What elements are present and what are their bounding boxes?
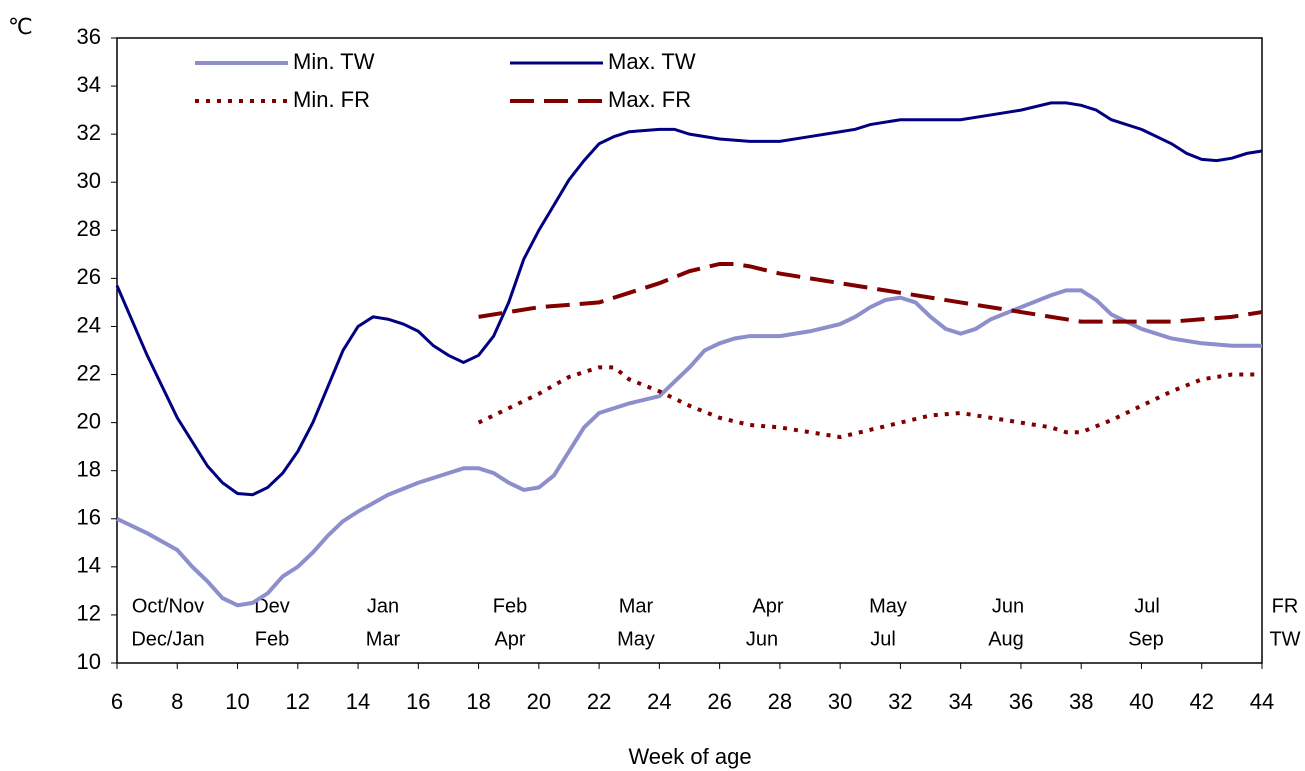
month-label: Jan [367,595,399,617]
x-tick-label: 12 [286,689,310,714]
x-tick-label: 14 [346,689,370,714]
x-tick-label: 6 [111,689,123,714]
y-axis-label: ℃ [8,14,33,39]
x-tick-label: 26 [707,689,731,714]
x-tick-label: 34 [948,689,972,714]
y-tick-label: 18 [77,457,101,482]
legend-label: Max. TW [608,49,696,74]
y-tick-label: 20 [77,408,101,433]
legend-label: Min. TW [293,49,375,74]
legend-label: Min. FR [293,87,370,112]
month-label: May [617,628,655,650]
month-label: FR [1272,595,1299,617]
x-tick-label: 42 [1189,689,1213,714]
x-tick-label: 32 [888,689,912,714]
month-label: Apr [494,628,525,650]
y-tick-label: 16 [77,505,101,530]
x-tick-label: 40 [1129,689,1153,714]
x-tick-label: 10 [225,689,249,714]
x-tick-label: 16 [406,689,430,714]
y-tick-label: 12 [77,601,101,626]
month-label: Oct/Nov [132,595,204,617]
month-label: Feb [493,595,527,617]
month-label: Feb [255,628,289,650]
month-label: TW [1269,628,1300,650]
x-tick-label: 8 [171,689,183,714]
x-tick-label: 18 [466,689,490,714]
y-tick-label: 26 [77,264,101,289]
x-tick-label: 22 [587,689,611,714]
month-label: Dec/Jan [131,628,204,650]
data-line [478,261,1263,324]
y-tick-label: 28 [77,216,101,241]
legend-label: Max. FR [608,87,691,112]
x-tick-label: 20 [527,689,551,714]
x-tick-label: 36 [1009,689,1033,714]
y-tick-label: 32 [77,120,101,145]
month-label: Apr [752,595,783,617]
month-label: Jun [992,595,1024,617]
y-tick-label: 34 [77,72,101,97]
x-tick-label: 24 [647,689,671,714]
x-axis-label: Week of age [628,744,751,769]
month-label: Jul [1134,595,1160,617]
month-label: Jul [870,628,896,650]
x-tick-label: 38 [1069,689,1093,714]
y-tick-label: 14 [77,553,101,578]
month-label: Mar [619,595,654,617]
data-line [477,365,1262,440]
month-label: Mar [366,628,401,650]
x-tick-label: 44 [1250,689,1274,714]
y-tick-label: 24 [77,312,101,337]
y-tick-label: 36 [77,24,101,49]
y-tick-label: 30 [77,168,101,193]
x-tick-label: 30 [828,689,852,714]
y-tick-label: 22 [77,360,101,385]
month-label: Jun [746,628,778,650]
y-tick-label: 10 [77,649,101,674]
month-label: May [869,595,907,617]
data-line [116,288,1262,608]
month-label: Dev [254,595,290,617]
month-label: Sep [1128,628,1164,650]
x-tick-label: 28 [768,689,792,714]
plot-area [116,37,1263,664]
data-line [115,101,1263,497]
month-label: Aug [988,628,1024,650]
